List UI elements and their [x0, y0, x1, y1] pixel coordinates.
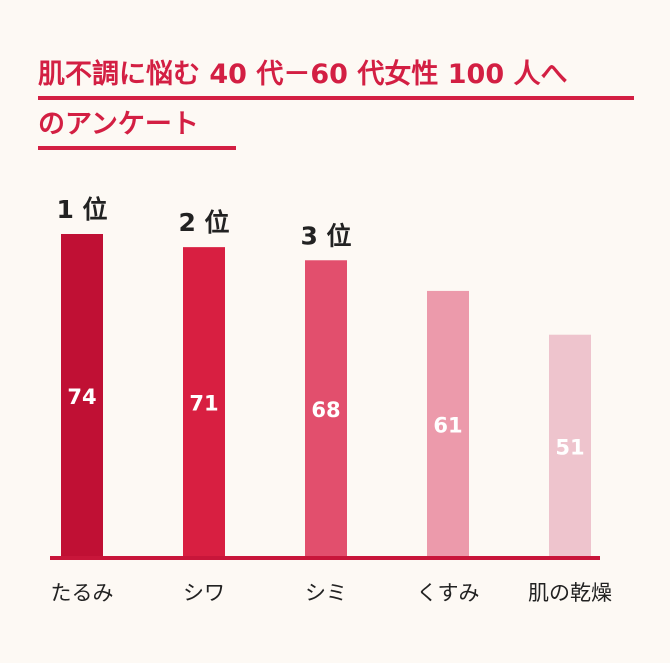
- bar-1: [61, 234, 103, 558]
- rank-label-3: 3 位: [300, 221, 351, 250]
- data-label-2: 71: [189, 392, 218, 416]
- rank-label-1: 1 位: [56, 195, 107, 224]
- title-underline-2: [38, 146, 236, 150]
- bar-5: [549, 334, 591, 558]
- data-label-4: 61: [433, 413, 462, 437]
- category-label-2: シワ: [183, 581, 225, 605]
- bar-2: [183, 247, 225, 558]
- data-label-5: 51: [555, 435, 584, 459]
- bar-3: [305, 260, 347, 558]
- category-label-5: 肌の乾燥: [528, 581, 612, 605]
- title-underline-1: [38, 96, 634, 100]
- x-axis-baseline: [50, 556, 600, 560]
- category-label-4: くすみ: [417, 581, 480, 605]
- data-label-1: 74: [67, 385, 96, 409]
- category-label-3: シミ: [305, 581, 347, 605]
- bar-4: [427, 290, 469, 558]
- rank-label-2: 2 位: [178, 208, 229, 237]
- category-label-1: たるみ: [51, 581, 114, 605]
- chart-title-line2: のアンケート: [38, 109, 199, 140]
- data-label-3: 68: [311, 398, 340, 422]
- chart-title-line1: 肌不調に悩む 40 代－60 代女性 100 人へ: [38, 59, 568, 90]
